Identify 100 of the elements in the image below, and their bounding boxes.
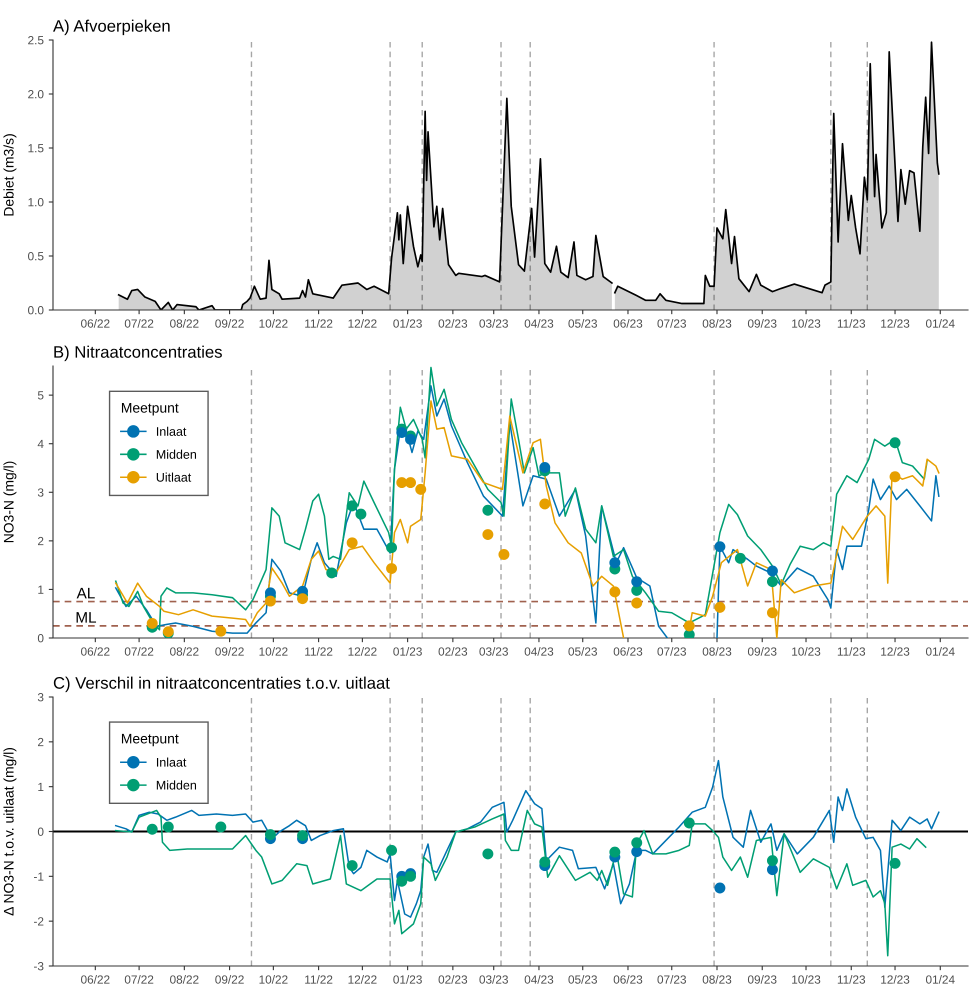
point [766, 576, 778, 588]
point [766, 607, 778, 618]
x-tick-label: 01/23 [393, 647, 422, 656]
chart-title: C) Verschil in nitraatconcentraties t.o.v. uitlaat [54, 676, 390, 692]
point [631, 598, 642, 608]
x-tick-label: 01/24 [926, 647, 955, 656]
point [498, 548, 510, 560]
point [631, 846, 642, 858]
legend-label: Midden [156, 780, 196, 790]
y-tick-label: -1 [34, 872, 44, 881]
legend-title: Meetpunt [122, 403, 179, 416]
x-tick-label: 06/23 [614, 319, 642, 328]
y-tick-label: 2.0 [28, 90, 44, 98]
x-tick-label: 08/22 [170, 975, 199, 984]
y-axis-title: NO3-N (mg/l) [3, 462, 16, 542]
point [766, 864, 778, 876]
x-tick-label: 02/23 [438, 319, 468, 328]
x-tick-label: 07/22 [124, 319, 154, 328]
x-tick-label: 12/23 [881, 975, 910, 984]
x-tick-label: 06/23 [614, 975, 642, 984]
point [631, 837, 642, 848]
legend-label: Uitlaat [156, 472, 192, 482]
y-axis-title: Debiet (m3/s) [3, 134, 16, 216]
x-tick-label: 12/22 [348, 647, 377, 656]
x-tick-label: 12/22 [348, 975, 377, 984]
point [609, 846, 620, 858]
point [714, 882, 726, 894]
point [355, 508, 366, 520]
point [714, 541, 726, 552]
x-tick-label: 06/22 [81, 647, 110, 656]
y-tick-label: 0.0 [28, 306, 44, 314]
point [890, 437, 900, 448]
x-tick-label: 05/23 [568, 975, 597, 984]
point [386, 542, 398, 554]
x-tick-label: 07/23 [657, 975, 686, 984]
x-tick-label: 09/23 [748, 319, 776, 328]
x-tick-label: 08/23 [702, 975, 732, 984]
point [539, 856, 550, 868]
y-tick-label: -2 [34, 917, 44, 926]
point [346, 537, 358, 548]
point [631, 576, 642, 588]
y-tick-label: 0 [38, 828, 44, 836]
x-tick-label: 11/22 [305, 975, 332, 984]
line-series [114, 810, 926, 956]
x-tick-label: 09/23 [748, 647, 776, 656]
point [609, 557, 620, 568]
x-tick-label: 04/23 [524, 647, 554, 656]
x-tick-label: 08/22 [170, 319, 199, 328]
point [146, 618, 158, 629]
x-tick-label: 12/23 [881, 647, 910, 656]
x-tick-label: 12/22 [348, 319, 377, 328]
x-tick-label: 08/22 [170, 647, 199, 656]
x-tick-label: 09/23 [748, 975, 776, 984]
point [890, 471, 900, 482]
point [415, 484, 426, 495]
y-tick-label: 2 [38, 536, 44, 546]
point [405, 434, 416, 445]
point [684, 818, 695, 828]
y-tick-label: 0.5 [28, 252, 44, 260]
x-tick-label: 01/24 [926, 975, 955, 984]
x-tick-label: 06/23 [614, 647, 642, 656]
x-tick-label: 03/23 [479, 975, 508, 984]
point [539, 498, 550, 510]
x-tick-label: 12/23 [881, 319, 910, 328]
x-tick-label: 07/22 [124, 975, 154, 984]
point [264, 829, 276, 840]
x-tick-label: 10/22 [259, 975, 288, 984]
x-tick-label: 07/23 [657, 647, 686, 656]
point [264, 596, 276, 607]
y-tick-label: 4 [38, 440, 44, 448]
x-tick-label: 10/23 [792, 647, 820, 656]
point [609, 586, 620, 598]
point [297, 593, 308, 604]
point [346, 860, 358, 872]
x-tick-label: 06/22 [81, 319, 110, 328]
x-tick-label: 10/23 [792, 975, 820, 984]
x-tick-label: 03/23 [479, 647, 508, 656]
x-tick-label: 09/22 [215, 975, 244, 984]
x-tick-label: 10/22 [259, 647, 288, 656]
y-tick-label: 1 [38, 782, 44, 791]
line-series [114, 760, 940, 918]
x-tick-label: 09/22 [215, 647, 244, 656]
x-tick-label: 04/23 [524, 975, 554, 984]
point [405, 870, 416, 882]
x-tick-label: 06/22 [81, 975, 110, 984]
x-tick-label: 04/23 [524, 319, 554, 328]
x-tick-label: 09/22 [215, 319, 244, 328]
point [405, 477, 416, 488]
point [215, 822, 226, 832]
point [766, 855, 778, 866]
x-tick-label: 05/23 [568, 319, 597, 328]
x-tick-label: 03/23 [479, 319, 508, 328]
chart-title: B) Nitraatconcentraties [54, 346, 222, 362]
y-tick-label: 3 [38, 488, 44, 497]
ref-line-label: AL [76, 588, 95, 598]
point [386, 563, 398, 574]
y-axis-title: Δ NO3-N t.o.v. uitlaat (mg/l) [3, 748, 16, 916]
x-tick-label: 05/23 [568, 647, 597, 656]
point [766, 566, 778, 576]
legend-label: Inlaat [156, 426, 186, 436]
